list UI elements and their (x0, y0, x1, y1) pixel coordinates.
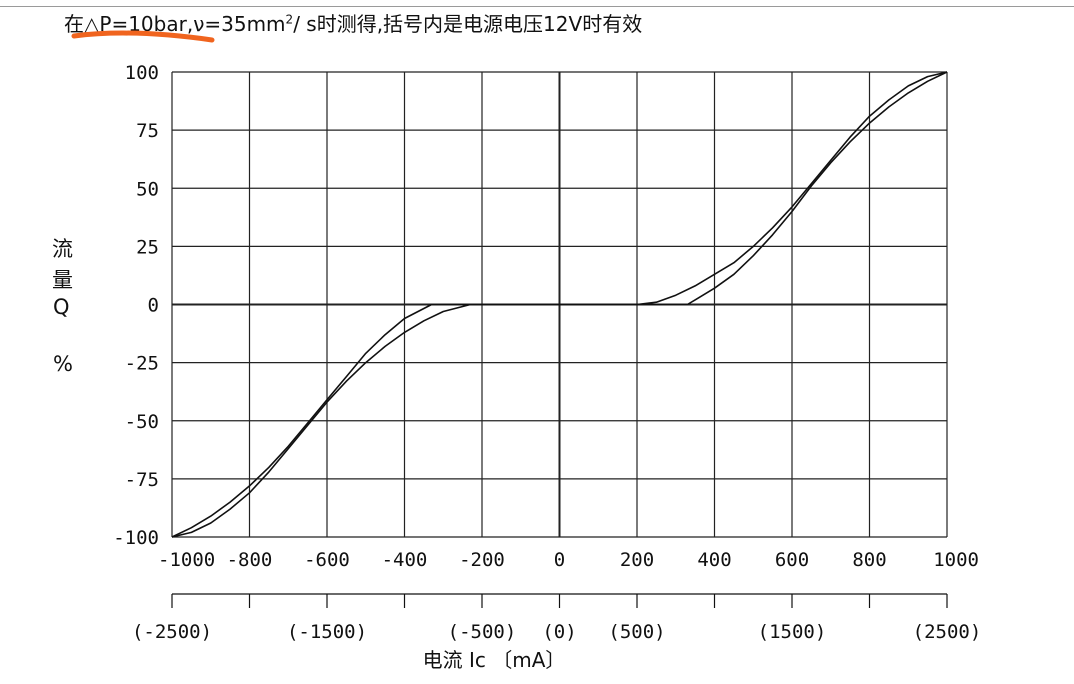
x-tick-label: 800 (852, 549, 886, 571)
y-tick-label: 75 (136, 120, 159, 142)
y-tick-label: -25 (125, 353, 159, 375)
flow-curve-2 (171, 71, 948, 538)
y-label-char-4: % (53, 352, 73, 376)
y-tick-label: -100 (113, 527, 159, 549)
secondary-x-axis: (-2500) (-1500) (-500) (0) (500) (1500) (2500) (132, 593, 982, 643)
secondary-tick-label: (0) (542, 621, 576, 643)
x-tick-label: 200 (620, 549, 654, 571)
x-tick-label: 1000 (933, 549, 979, 571)
x-tick-label: -1000 (158, 549, 215, 571)
top-rule (0, 6, 1074, 7)
x-tick-label: -200 (459, 549, 505, 571)
curves-group (171, 71, 948, 538)
caption-suffix: / s时测得,括号内是电源电压12V时有效 (293, 12, 643, 36)
secondary-tick-label: (500) (608, 621, 665, 643)
highlight-underline (71, 30, 215, 43)
x-tick-label: -800 (227, 549, 273, 571)
y-tick-label: 25 (136, 236, 159, 258)
y-label-char-3: Q (53, 295, 70, 319)
y-tick-label: 100 (125, 62, 159, 84)
secondary-tick-label: (2500) (913, 621, 982, 643)
flow-curve-1 (171, 71, 948, 538)
secondary-tick-label: (-500) (448, 621, 517, 643)
y-label-char-1: 流 (52, 237, 73, 261)
y-label-char-2: 量 (52, 268, 73, 292)
x-tick-label: 400 (697, 549, 731, 571)
x-axis-title: 电流 Ic 〔mA〕 (423, 648, 566, 672)
caption-superscript: 2 (285, 12, 294, 27)
x-tick-label: -400 (382, 549, 428, 571)
secondary-tick-label: (-1500) (287, 621, 367, 643)
y-tick-label: -50 (125, 411, 159, 433)
x-tick-labels: -1000 -800 -600 -400 -200 0 200 400 600 800 1000 (158, 549, 979, 571)
y-tick-label: -75 (125, 469, 159, 491)
secondary-tick-label: (-2500) (132, 621, 212, 643)
x-tick-label: -600 (304, 549, 350, 571)
y-tick-labels: 100 75 50 25 0 -25 -50 -75 -100 (113, 62, 159, 549)
x-tick-label: 0 (554, 549, 565, 571)
y-tick-label: 50 (136, 178, 159, 200)
secondary-tick-label: (1500) (758, 621, 827, 643)
x-tick-label: 600 (775, 549, 809, 571)
y-tick-label: 0 (148, 295, 159, 317)
